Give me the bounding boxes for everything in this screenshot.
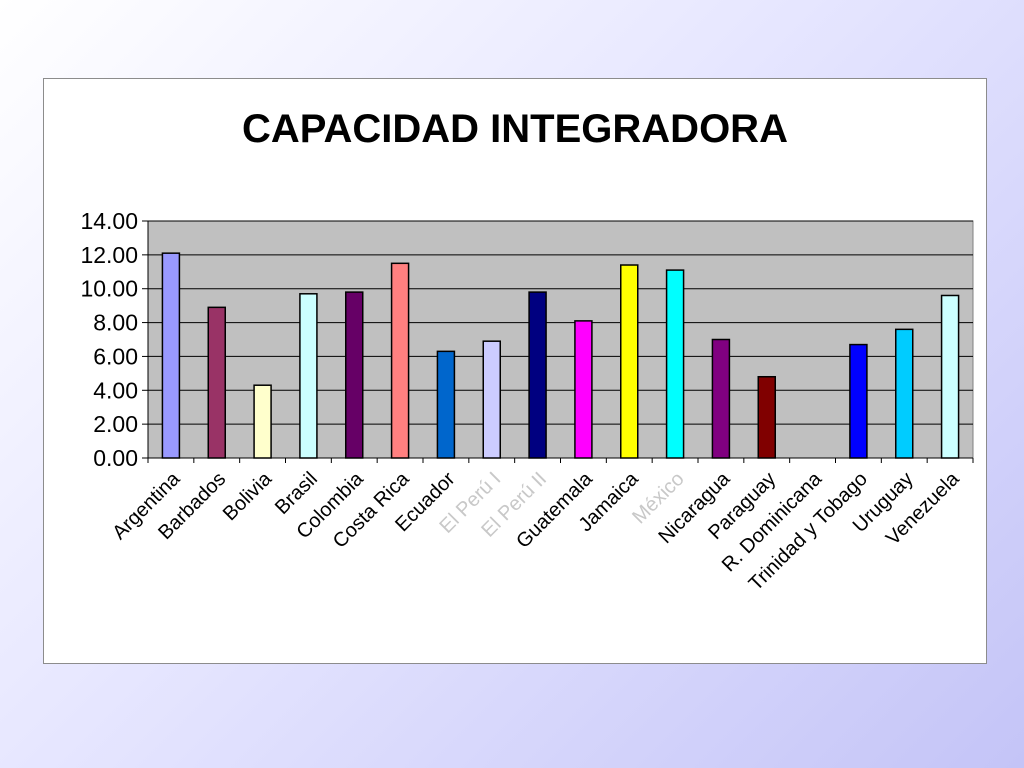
y-tick-label: 14.00 xyxy=(80,208,138,234)
bar xyxy=(253,384,272,459)
bar xyxy=(895,328,914,459)
bar xyxy=(161,252,181,459)
bar xyxy=(207,306,226,459)
chart-card: CAPACIDAD INTEGRADORA 0.00 2.00 4.00 6.00 8.… xyxy=(43,78,987,664)
plot-area: 0.002.004.006.008.0010.0012.0014.00Argen… xyxy=(80,208,974,595)
plot-background xyxy=(147,220,974,459)
bar xyxy=(482,340,501,459)
bar xyxy=(620,264,639,459)
bar xyxy=(436,350,456,459)
bar xyxy=(528,291,547,459)
bar xyxy=(299,293,318,459)
bar xyxy=(849,343,868,459)
bar xyxy=(574,320,593,459)
y-tick-label: 2.00 xyxy=(93,411,138,437)
bar xyxy=(711,338,731,459)
y-tick-label: 12.00 xyxy=(80,242,138,268)
y-tick-label: 6.00 xyxy=(93,343,138,369)
bar xyxy=(940,294,960,459)
bar-chart: CAPACIDAD INTEGRADORA 0.00 2.00 4.00 6.00 8.… xyxy=(80,107,974,595)
x-tick-label: Bolivia xyxy=(219,467,277,525)
chart-title: CAPACIDAD INTEGRADORA xyxy=(242,107,788,151)
y-tick-label: 0.00 xyxy=(93,445,138,471)
bar xyxy=(345,291,364,459)
bar xyxy=(757,375,776,459)
y-tick-label: 8.00 xyxy=(93,310,138,336)
bar xyxy=(390,262,410,459)
y-tick-label: 4.00 xyxy=(93,377,138,403)
bar xyxy=(665,269,685,459)
y-tick-label: 10.00 xyxy=(80,276,138,302)
